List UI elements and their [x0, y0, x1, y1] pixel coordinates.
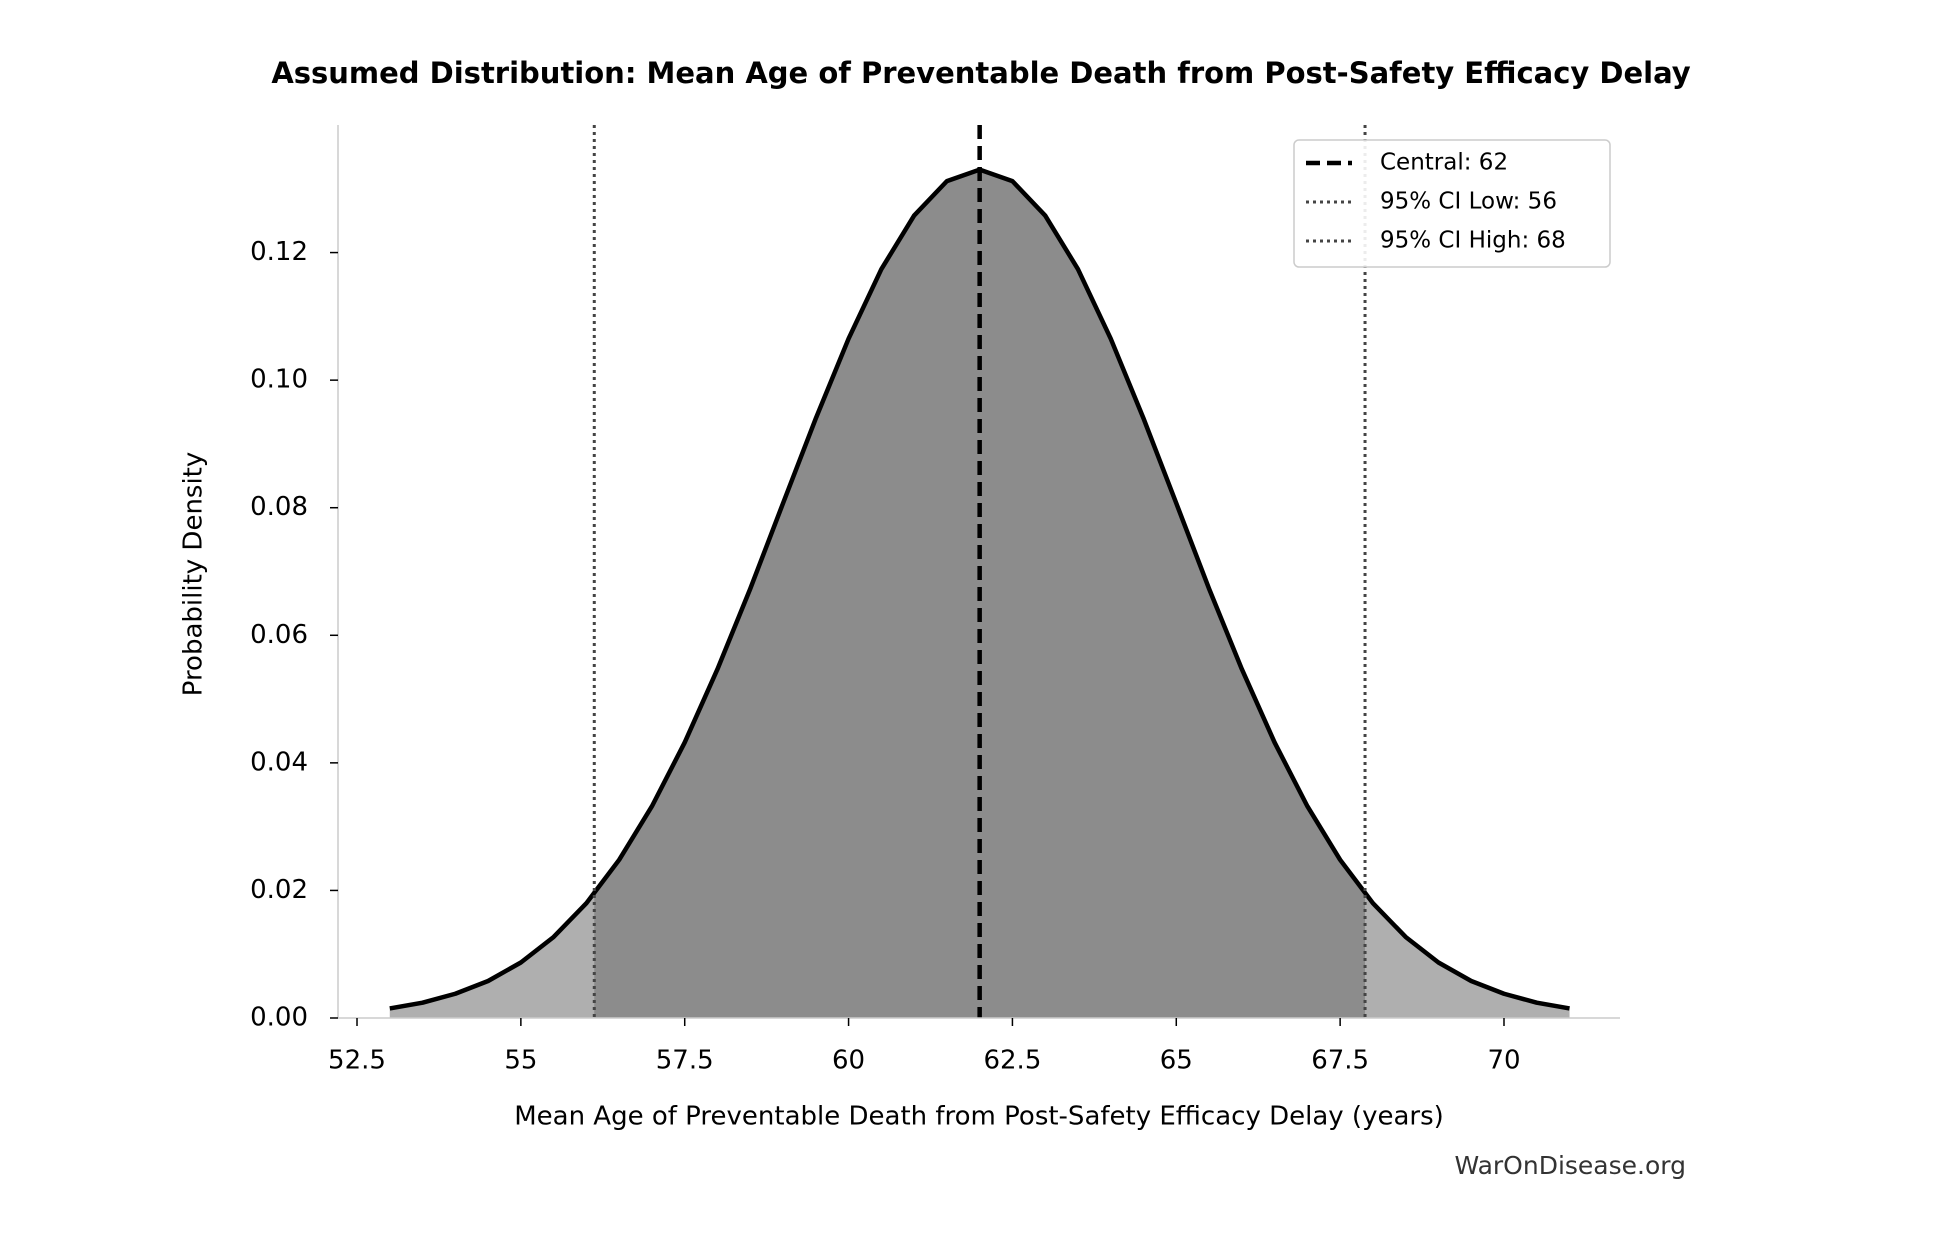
legend-label: 95% CI Low: 56 — [1380, 189, 1557, 215]
y-tick-label: 0.10 — [250, 365, 308, 395]
x-tick-label: 65 — [1160, 1046, 1193, 1076]
y-tick-label: 0.04 — [250, 747, 308, 777]
x-tick-label: 67.5 — [1311, 1046, 1369, 1076]
legend-label: 95% CI High: 68 — [1380, 228, 1566, 254]
x-tick-label: 57.5 — [656, 1046, 714, 1076]
legend-label: Central: 62 — [1380, 150, 1508, 176]
legend-box — [1293, 139, 1611, 268]
y-tick-label: 0.06 — [250, 620, 308, 650]
x-tick-label: 60 — [832, 1046, 865, 1076]
y-tick-label: 0.02 — [250, 875, 308, 905]
y-tick-label: 0.00 — [250, 1003, 308, 1033]
x-axis-label: Mean Age of Preventable Death from Post-… — [514, 1102, 1444, 1132]
x-tick-label: 62.5 — [983, 1046, 1041, 1076]
x-tick-label: 70 — [1487, 1046, 1520, 1076]
y-tick-label: 0.12 — [250, 237, 308, 267]
x-tick-label: 55 — [504, 1046, 537, 1076]
x-tick-label: 52.5 — [328, 1046, 386, 1076]
watermark: WarOnDisease.org — [1454, 1151, 1686, 1180]
y-axis-label: Probability Density — [179, 452, 209, 697]
chart-title: Assumed Distribution: Mean Age of Preven… — [271, 56, 1690, 90]
y-tick-label: 0.08 — [250, 492, 308, 522]
